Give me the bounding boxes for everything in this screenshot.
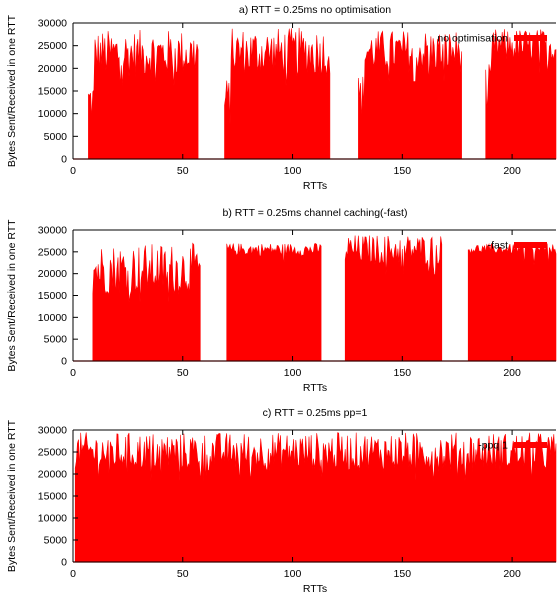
legend-swatch <box>514 35 547 41</box>
y-tick-label: 10000 <box>38 312 67 324</box>
y-tick-label: 25000 <box>38 40 67 52</box>
area-segment-2 <box>226 243 322 362</box>
legend-label: no optimisation <box>437 33 508 45</box>
area-segment-1 <box>74 432 557 563</box>
y-tick-label: 15000 <box>38 290 67 302</box>
y-tick-label: 30000 <box>38 18 67 30</box>
y-tick-label: 30000 <box>38 225 67 237</box>
x-tick-label: 150 <box>394 165 412 177</box>
area-segment-1 <box>88 29 199 160</box>
legend-swatch <box>514 242 547 248</box>
y-tick-label: 10000 <box>38 513 67 525</box>
x-axis-label: RTTs <box>303 180 327 192</box>
area-segment-1 <box>92 242 201 362</box>
y-tick-label: 25000 <box>38 447 67 459</box>
x-tick-label: 100 <box>284 367 302 379</box>
area-segment-3 <box>344 235 443 362</box>
x-tick-label: 0 <box>70 165 76 177</box>
x-tick-label: 0 <box>70 568 76 580</box>
y-tick-label: 20000 <box>38 469 67 481</box>
y-axis-label: Bytes Sent/Received in one RTT <box>6 14 18 167</box>
x-tick-label: 200 <box>503 165 521 177</box>
chart-title: a) RTT = 0.25ms no optimisation <box>239 4 391 16</box>
legend-label: -ppq 1 <box>478 440 508 452</box>
y-tick-label: 15000 <box>38 491 67 503</box>
x-tick-label: 200 <box>503 367 521 379</box>
y-tick-label: 30000 <box>38 425 67 437</box>
y-tick-label: 0 <box>61 356 67 368</box>
area-segment-4 <box>467 243 557 362</box>
chart-panel-3: c) RTT = 0.25ms pp=1 0 5000 10000 15000 20000… <box>6 407 557 595</box>
x-axis-label: RTTs <box>303 382 327 394</box>
y-axis-label: Bytes Sent/Received in one RTT <box>6 419 18 572</box>
y-tick-label: 20000 <box>38 268 67 280</box>
y-tick-label: 25000 <box>38 246 67 258</box>
legend: -fast <box>488 240 547 252</box>
x-tick-label: 50 <box>177 367 189 379</box>
y-axis-label: Bytes Sent/Received in one RTT <box>6 219 18 372</box>
y-tick-label: 10000 <box>38 108 67 120</box>
y-tick-label: 0 <box>61 154 67 166</box>
legend: no optimisation <box>437 33 547 45</box>
x-axis-label: RTTs <box>303 583 327 595</box>
y-tick-label: 20000 <box>38 63 67 75</box>
legend-label: -fast <box>488 240 509 252</box>
chart-panel-2: b) RTT = 0.25ms channel caching(-fast) 0 5… <box>6 207 557 394</box>
legend: -ppq 1 <box>478 440 547 452</box>
x-tick-label: 50 <box>177 568 189 580</box>
x-tick-label: 100 <box>284 568 302 580</box>
x-tick-label: 150 <box>394 568 412 580</box>
y-tick-label: 5000 <box>44 334 68 346</box>
y-tick-label: 5000 <box>44 535 68 547</box>
x-tick-label: 0 <box>70 367 76 379</box>
x-tick-label: 50 <box>177 165 189 177</box>
y-tick-label: 15000 <box>38 86 67 98</box>
chart-panel-1: a) RTT = 0.25ms no optimisation050001000… <box>6 4 557 192</box>
y-tick-label: 0 <box>61 557 67 569</box>
x-tick-label: 100 <box>284 165 302 177</box>
chart-title: c) RTT = 0.25ms pp=1 <box>263 407 368 419</box>
area-segment-2 <box>224 27 331 160</box>
x-tick-label: 200 <box>503 568 521 580</box>
area-segment-4 <box>485 29 557 160</box>
y-tick-label: 5000 <box>44 131 68 143</box>
chart-title: b) RTT = 0.25ms channel caching(-fast) <box>223 207 408 219</box>
legend-swatch <box>514 442 547 448</box>
area-segment-3 <box>358 30 462 160</box>
x-tick-label: 150 <box>394 367 412 379</box>
